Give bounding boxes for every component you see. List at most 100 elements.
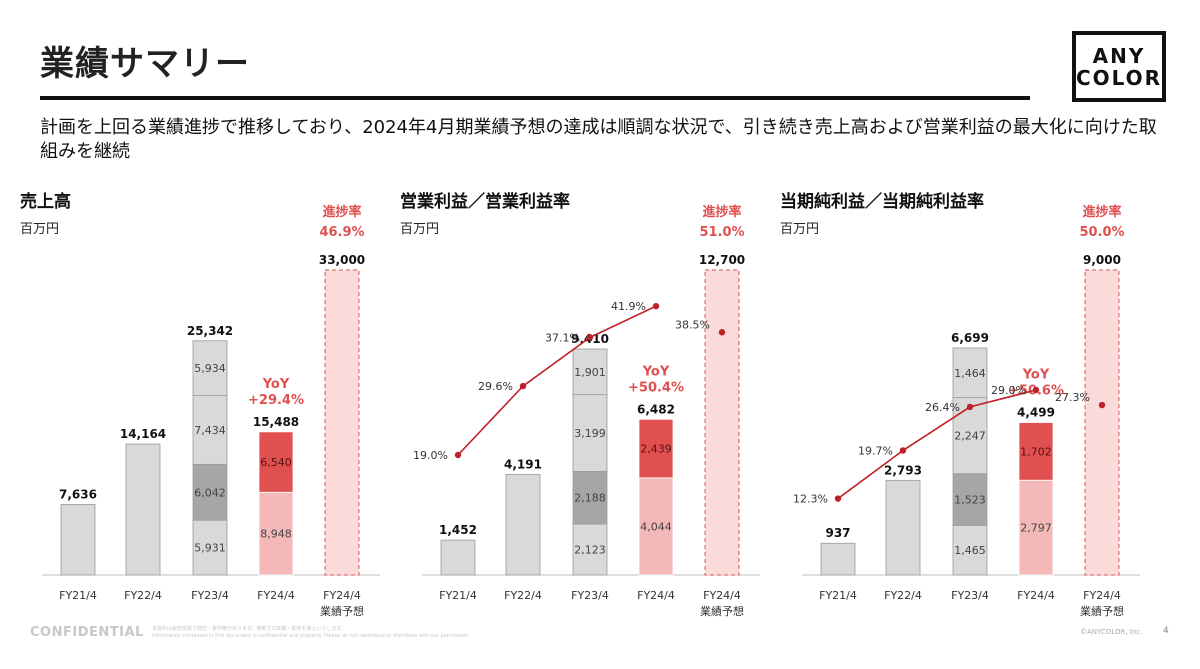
total-label: 7,636: [59, 487, 97, 501]
margin-label: 37.1%: [545, 331, 580, 344]
x-tick-label: FY24/4: [1017, 589, 1055, 602]
yoy-label: YoY: [1022, 368, 1050, 383]
x-tick-label: FY21/4: [819, 589, 857, 602]
bar-segment: [572, 348, 608, 396]
segment-label: 7,434: [194, 424, 226, 437]
bar-segment: [192, 463, 228, 521]
total-label: 6,482: [637, 402, 675, 416]
page-number: 4: [1163, 626, 1169, 636]
x-tick-label: FY21/4: [59, 589, 97, 602]
x-tick-label: FY24/4: [703, 589, 741, 602]
segment-label: 2,123: [574, 544, 606, 557]
segment-label: 4,044: [640, 520, 672, 533]
bar-segment: [952, 524, 988, 576]
forecast-margin-point: [1098, 401, 1106, 409]
bar-segment: [258, 431, 294, 493]
confidential-note-ja: 本資料は秘密情報で機密・著作権があります。無断での転載・配布を禁止いたします。: [152, 626, 347, 632]
page-title: 業績サマリー: [40, 44, 250, 84]
x-tick-label: FY22/4: [124, 589, 162, 602]
bar-segment: [1018, 479, 1054, 576]
x-tick-label: FY24/4: [323, 589, 361, 602]
segment-label: 1,465: [954, 544, 986, 557]
margin-label: 26.4%: [925, 401, 960, 414]
x-tick-label: FY23/4: [571, 589, 609, 602]
segment-label: 8,948: [260, 528, 292, 541]
total-label: 14,164: [120, 427, 166, 441]
margin-line: [457, 305, 657, 456]
segment-label: 1,464: [954, 367, 986, 380]
margin-point: [519, 382, 527, 390]
margin-label: 41.9%: [611, 300, 646, 313]
progress-value: 51.0%: [699, 225, 744, 240]
x-tick-label: FY22/4: [504, 589, 542, 602]
total-label: 15,488: [253, 415, 299, 429]
x-tick-label: FY24/4: [637, 589, 675, 602]
bar: [60, 504, 96, 576]
yoy-label: YoY: [642, 364, 670, 379]
total-label: 9,000: [1083, 253, 1121, 267]
bar-segment: [952, 347, 988, 398]
total-label: 4,191: [504, 457, 542, 471]
confidential-label: CONFIDENTIAL: [30, 625, 144, 640]
x-tick-sublabel: 業績予想: [700, 604, 744, 618]
bar-segment: [192, 340, 228, 397]
margin-label: 29.0%: [991, 384, 1026, 397]
margin-label: 29.6%: [478, 380, 513, 393]
logo-line-2: COLOR: [1075, 65, 1163, 90]
logo-line-1: ANY: [1092, 43, 1146, 68]
yoy-label: YoY: [262, 377, 290, 392]
margin-label: 12.3%: [793, 493, 828, 506]
segment-label: 3,199: [574, 427, 606, 440]
margin-point: [899, 447, 907, 454]
bar-segment: [1018, 422, 1054, 481]
bar: [440, 539, 476, 576]
copyright: ©ANYCOLOR, Inc.: [1080, 628, 1143, 636]
x-tick-label: FY21/4: [439, 589, 477, 602]
yoy-value: +29.4%: [248, 393, 304, 408]
x-tick-label: FY24/4: [1083, 589, 1121, 602]
bar: [505, 473, 541, 576]
segment-label: 1,523: [954, 494, 986, 507]
progress-label: 進捗率: [702, 204, 741, 220]
bar-segment: [258, 491, 294, 576]
progress-value: 50.0%: [1079, 225, 1124, 240]
total-label: 2,793: [884, 463, 922, 477]
segment-label: 6,042: [194, 486, 226, 499]
chart-unit: 百万円: [780, 222, 819, 237]
total-label: 12,700: [699, 253, 745, 267]
margin-line: [837, 389, 1037, 500]
bar-segment: [192, 519, 228, 576]
company-logo: ANY COLOR: [1072, 31, 1166, 102]
bar: [820, 542, 856, 576]
confidential-note-en: Information contained in this document i…: [152, 633, 470, 639]
forecast-bar: [704, 269, 740, 576]
segment-label: 5,934: [194, 362, 226, 375]
x-tick-sublabel: 業績予想: [320, 604, 364, 618]
x-tick-label: FY23/4: [191, 589, 229, 602]
margin-label: 19.7%: [858, 444, 893, 457]
x-tick-label: FY23/4: [951, 589, 989, 602]
forecast-margin-label: 38.5%: [675, 318, 710, 331]
segment-label: 2,247: [954, 430, 986, 443]
bar-segment: [638, 477, 674, 576]
forecast-bar: [324, 269, 360, 576]
segment-label: 2,439: [640, 443, 672, 456]
bar: [125, 443, 161, 576]
segment-label: 6,540: [260, 456, 292, 469]
progress-label: 進捗率: [1082, 204, 1121, 220]
total-label: 6,699: [951, 331, 989, 345]
progress-label: 進捗率: [322, 204, 361, 220]
margin-point: [454, 451, 462, 459]
total-label: 25,342: [187, 324, 233, 338]
bar: [885, 479, 921, 576]
bar-segment: [572, 523, 608, 576]
bar-segment: [638, 418, 674, 479]
margin-point: [966, 403, 974, 411]
total-label: 4,499: [1017, 406, 1055, 420]
margin-point: [586, 334, 594, 341]
forecast-margin-point: [718, 329, 726, 336]
margin-point: [1032, 386, 1040, 394]
segment-label: 5,931: [194, 542, 226, 555]
